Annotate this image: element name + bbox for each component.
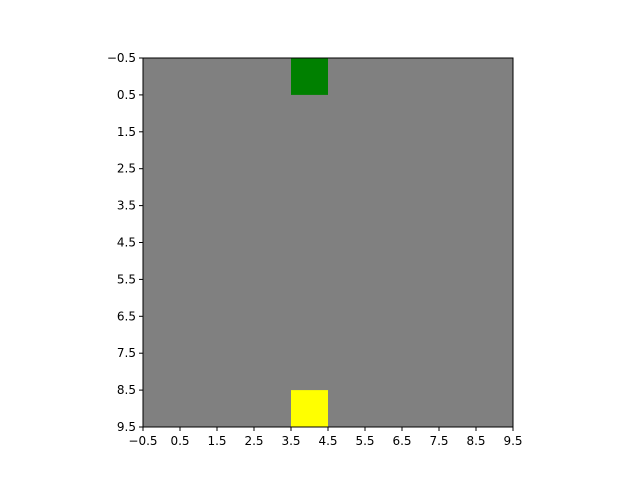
x-tick-label: 2.5: [244, 434, 263, 448]
y-axis: −0.5 0.5 1.5 2.5 3.5 4.5 5.5 6.5 7.5 8.5 9.5: [107, 51, 143, 434]
y-tick-label: 0.5: [117, 88, 136, 102]
y-tick-label: 6.5: [117, 309, 136, 323]
x-tick-label: 3.5: [281, 434, 300, 448]
y-tick-label: 9.5: [117, 420, 136, 434]
x-tick-label: −0.5: [128, 434, 157, 448]
x-tick-label: 1.5: [207, 434, 226, 448]
x-tick-label: 7.5: [429, 434, 448, 448]
y-tick-label: 2.5: [117, 162, 136, 176]
heatmap-cell-1: [291, 390, 328, 427]
x-tick-label: 6.5: [392, 434, 411, 448]
y-tick-label: 3.5: [117, 199, 136, 213]
x-tick-label: 9.5: [503, 434, 522, 448]
plot-area: [142, 57, 514, 428]
y-tick-label: −0.5: [107, 51, 136, 65]
y-tick-label: 1.5: [117, 125, 136, 139]
y-tick-label: 8.5: [117, 383, 136, 397]
x-tick-label: 8.5: [466, 434, 485, 448]
x-tick-label: 0.5: [170, 434, 189, 448]
heatmap-cell-0: [291, 58, 328, 95]
y-tick-label: 7.5: [117, 346, 136, 360]
heatmap-background: [143, 58, 513, 427]
y-tick-label: 4.5: [117, 236, 136, 250]
y-tick-label: 5.5: [117, 272, 136, 286]
x-axis: −0.5 0.5 1.5 2.5 3.5 4.5 5.5 6.5 7.5 8.5 9.5: [128, 427, 523, 448]
x-tick-label: 4.5: [318, 434, 337, 448]
x-tick-label: 5.5: [355, 434, 374, 448]
